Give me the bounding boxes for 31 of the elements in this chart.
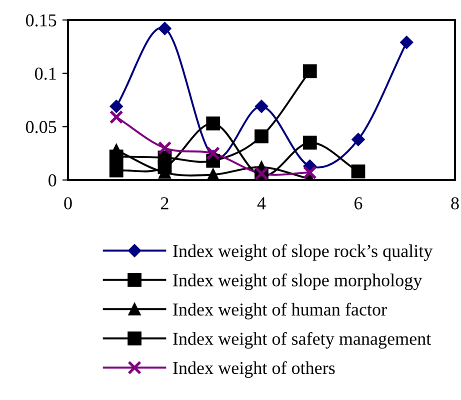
point — [254, 129, 268, 144]
point — [400, 36, 414, 49]
point — [206, 168, 220, 180]
point — [110, 100, 123, 113]
point — [302, 136, 317, 150]
y-tick-label: 0.15 — [26, 14, 56, 27]
point — [158, 22, 172, 36]
x-tick-label: 2 — [161, 197, 168, 210]
point — [351, 164, 366, 178]
point — [302, 166, 317, 180]
legend-label: Index weight of safety management — [173, 332, 432, 349]
y-tick-label: 0.05 — [26, 120, 56, 134]
legend-label: Index weight of slope rock’s quality — [173, 244, 433, 261]
point — [109, 110, 124, 124]
point — [352, 132, 365, 146]
legend-label: Index weight of slope morphology — [173, 273, 422, 290]
legend-label: Index weight of others — [173, 361, 335, 378]
x-tick-label: 4 — [257, 197, 266, 210]
x-tick-label: 8 — [451, 197, 459, 210]
point — [158, 160, 172, 174]
point — [158, 141, 172, 155]
legend-label: Index weight of human factor — [173, 302, 387, 320]
y-tick-label: 0 — [48, 174, 56, 186]
point — [254, 100, 268, 113]
point — [206, 116, 220, 130]
point — [109, 163, 124, 178]
x-tick-label: 6 — [354, 197, 362, 210]
point — [206, 146, 220, 160]
point — [302, 64, 317, 78]
y-tick-label: 0.1 — [35, 68, 56, 80]
x-tick-label: 0 — [64, 197, 72, 210]
